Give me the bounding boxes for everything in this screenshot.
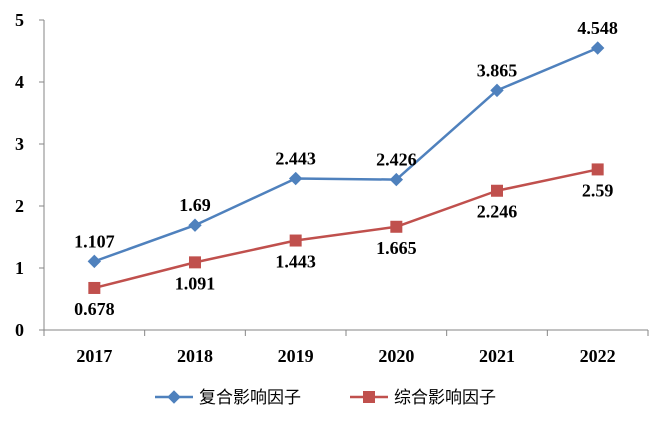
- series-1-point: [389, 172, 404, 187]
- y-tick-label: 4: [15, 72, 24, 92]
- x-tick-label: 2022: [580, 346, 616, 366]
- legend-label: 综合影响因子: [394, 388, 496, 408]
- x-tick-label: 2018: [177, 346, 213, 366]
- legend-marker: [363, 391, 375, 403]
- series-1-data-label: 1.69: [179, 195, 211, 215]
- y-tick-label: 3: [15, 134, 24, 154]
- series-2: [88, 163, 604, 294]
- x-tick-label: 2017: [76, 346, 112, 366]
- series-2-data-label: 0.678: [74, 299, 115, 319]
- legend-label: 复合影响因子: [199, 388, 301, 408]
- series-2-point: [88, 281, 101, 294]
- series-1-point: [590, 41, 605, 55]
- series-1: [87, 41, 605, 269]
- y-tick-label: 2: [15, 196, 24, 216]
- series-2-data-label: 1.443: [275, 252, 316, 272]
- series-2-point: [289, 234, 302, 247]
- y-tick-label: 0: [15, 320, 24, 340]
- series-1-point: [87, 254, 102, 269]
- series-1-line: [93, 46, 599, 263]
- legend-item-1: 复合影响因子: [155, 388, 301, 408]
- x-tick-label: 2019: [278, 346, 314, 366]
- series-2-point: [491, 184, 503, 197]
- series-2-point: [390, 220, 403, 233]
- series-2-point: [591, 163, 604, 176]
- legend: 复合影响因子 综合影响因子: [155, 388, 496, 408]
- series-2-data-label: 1.665: [376, 238, 417, 258]
- series-1-point: [490, 83, 504, 98]
- x-tick-label: 2020: [378, 346, 414, 366]
- series-2-data-label: 2.246: [477, 202, 518, 222]
- series-1-data-label: 3.865: [477, 60, 518, 80]
- axes: 0 1 2 3 4 5 2017 2018 2019 2020 2021 2022: [15, 10, 649, 366]
- series-2-point: [189, 256, 201, 269]
- series-1-point: [288, 171, 303, 186]
- legend-item-2: 综合影响因子: [350, 388, 496, 408]
- series-1-point: [188, 218, 202, 232]
- series-1-data-label: 2.443: [275, 149, 316, 169]
- y-tick-label: 5: [15, 10, 24, 30]
- series-2-data-label: 2.59: [582, 180, 614, 200]
- series-1-data-label: 1.107: [74, 231, 115, 251]
- legend-marker: [167, 390, 181, 404]
- series-layer: [87, 41, 605, 294]
- data-labels: 1.107 1.69 2.443 2.426 3.865 4.548 0.678 1.091 1…: [74, 18, 618, 319]
- series-2-line: [94, 168, 598, 290]
- x-tick-label: 2021: [479, 346, 515, 366]
- y-tick-label: 1: [15, 258, 24, 278]
- series-1-data-label: 4.548: [577, 18, 618, 38]
- series-2-data-label: 1.091: [175, 273, 216, 293]
- series-1-data-label: 2.426: [376, 150, 417, 170]
